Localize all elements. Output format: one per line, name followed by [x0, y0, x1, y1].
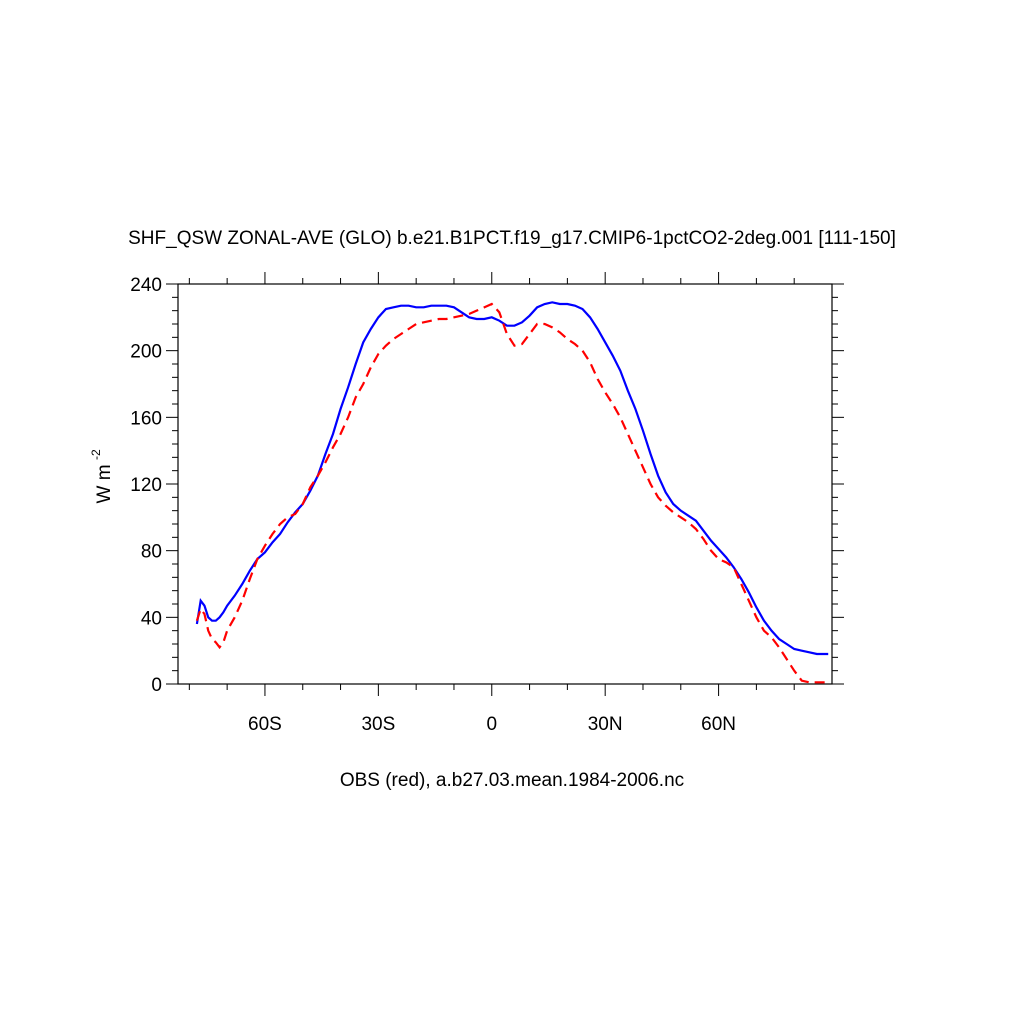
- y-tick-label: 240: [130, 275, 162, 296]
- x-tick-label: 30S: [361, 714, 395, 735]
- y-tick-label: 120: [130, 475, 162, 496]
- x-tick-label: 60N: [701, 714, 736, 735]
- x-tick-label: 0: [486, 714, 497, 735]
- y-tick-label: 0: [151, 675, 162, 696]
- y-tick-label: 40: [141, 608, 162, 629]
- y-tick-label: 200: [130, 342, 162, 363]
- y-tick-label: 160: [130, 408, 162, 429]
- chart-title: SHF_QSW ZONAL-AVE (GLO) b.e21.B1PCT.f19_…: [128, 228, 896, 249]
- x-axis-label: OBS (red), a.b27.03.mean.1984-2006.nc: [340, 770, 684, 791]
- series-line: [195, 301, 829, 656]
- plot-frame: [177, 283, 833, 685]
- x-tick-label: 30N: [588, 714, 623, 735]
- y-axis-label-base: W m: [94, 464, 115, 503]
- y-axis-label: W m -2: [89, 449, 115, 504]
- series-line: [195, 302, 829, 684]
- y-tick-label: 80: [141, 542, 162, 563]
- x-tick-label: 60S: [248, 714, 282, 735]
- y-axis-label-sup: -2: [89, 449, 103, 460]
